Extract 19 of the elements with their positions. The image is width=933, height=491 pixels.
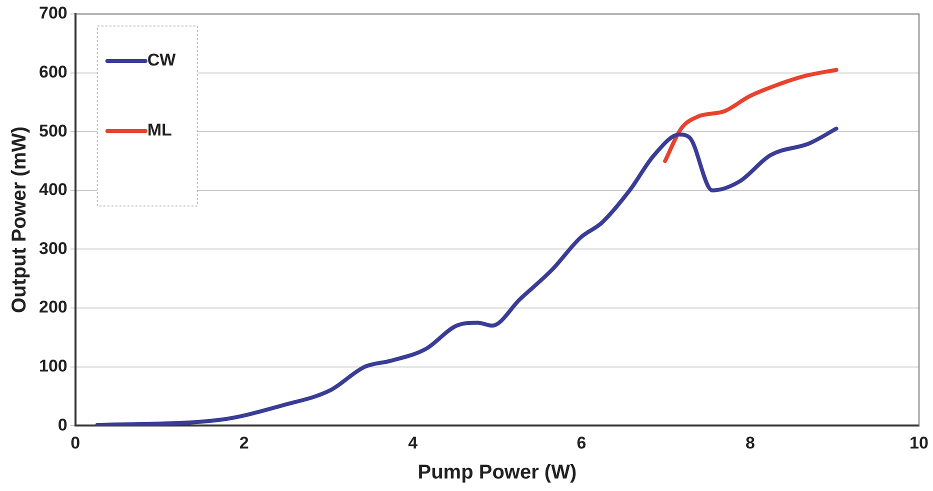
y-tick-label: 600 [38,62,68,82]
x-tick-label: 4 [408,433,418,452]
x-axis-title: Pump Power (W) [418,462,577,484]
legend-label: ML [147,120,172,140]
x-tick-label: 6 [576,433,586,452]
y-tick-label: 400 [38,180,68,200]
y-tick-label: 200 [38,298,68,317]
x-tick-label: 8 [746,433,756,452]
legend-label: CW [147,50,177,70]
line-series [663,68,838,163]
y-tick-label: 100 [38,356,68,376]
x-tick-label: 0 [70,433,80,452]
y-tick-label: 0 [58,415,68,434]
y-tick-label: 300 [38,238,68,258]
x-tick-label: 2 [239,433,249,452]
y-tick-label: 700 [38,4,68,23]
x-tick-label: 10 [910,433,928,452]
y-axis-title: Output Power (mW) [8,126,31,314]
y-tick-label: 500 [38,121,68,140]
